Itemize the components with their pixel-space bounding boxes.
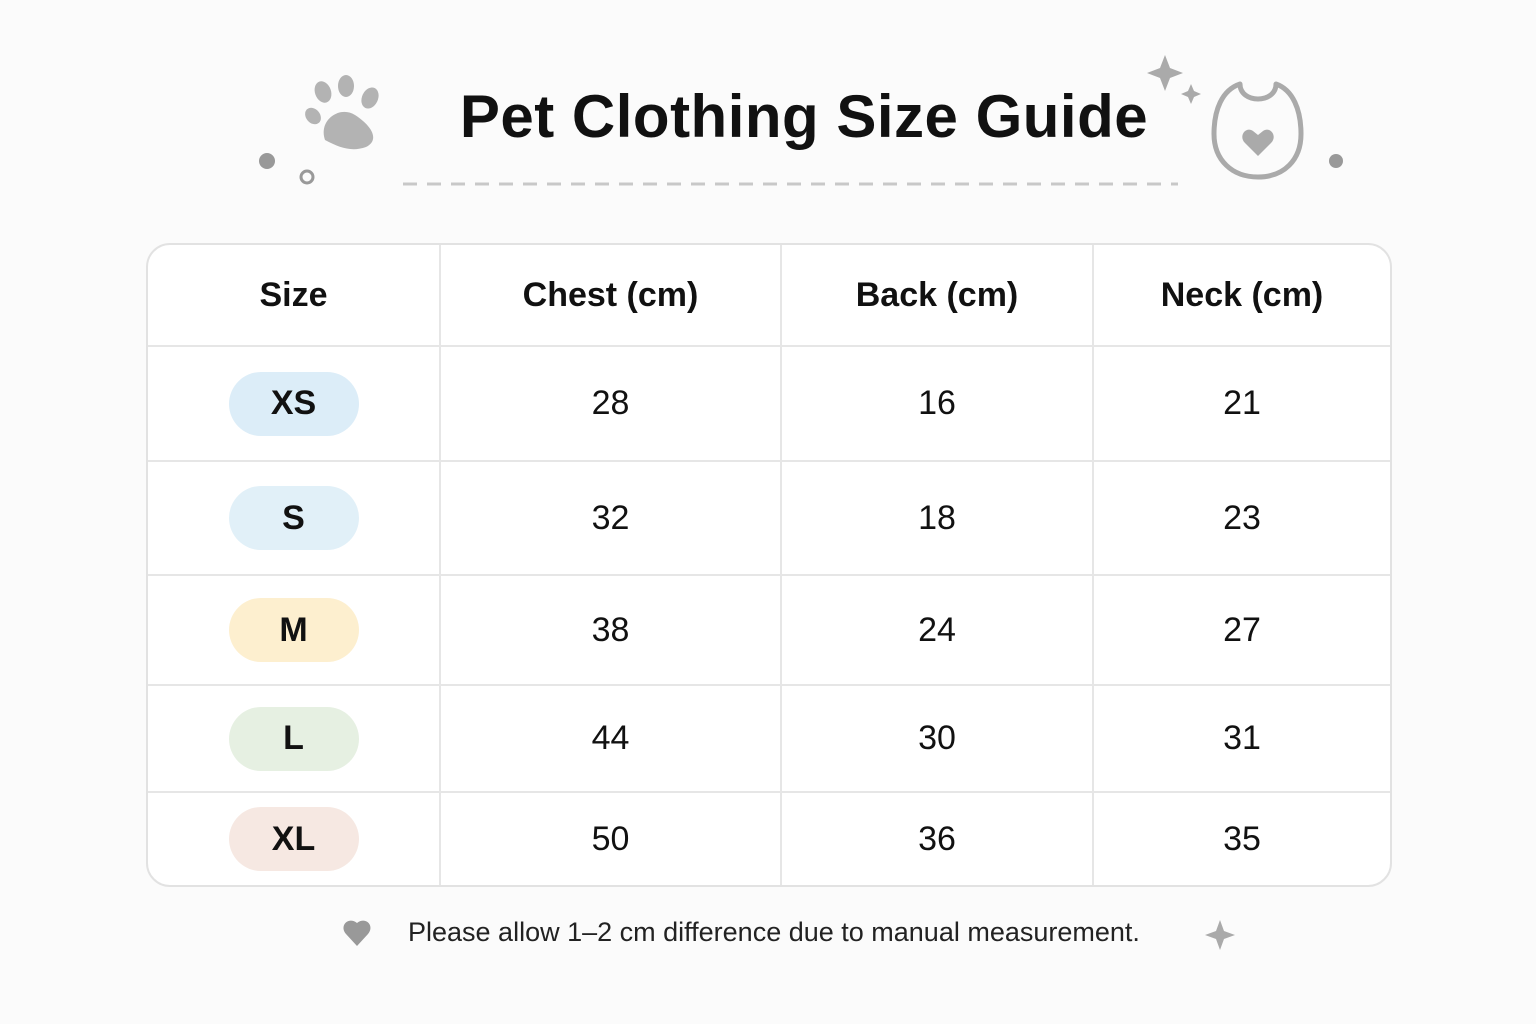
- header-cell: Neck (cm): [1092, 245, 1390, 345]
- header-cell: Back (cm): [780, 245, 1092, 345]
- paw-icon: [305, 75, 379, 150]
- size-badge: XL: [228, 807, 359, 871]
- size-cell: L: [148, 686, 439, 791]
- value-cell: 35: [1092, 793, 1390, 885]
- size-cell: XL: [148, 793, 439, 885]
- value-cell: 44: [439, 686, 780, 791]
- value-cell: 27: [1092, 576, 1390, 684]
- bib-icon: [1211, 81, 1304, 180]
- header-cell: Chest (cm): [439, 245, 780, 345]
- value-cell: 30: [780, 686, 1092, 791]
- header-row: Size Chest (cm) Back (cm) Neck (cm): [148, 245, 1390, 345]
- value-cell: 28: [439, 347, 780, 460]
- dot: [259, 153, 275, 169]
- size-cell: XS: [148, 347, 439, 460]
- heart-icon: [343, 920, 371, 946]
- value-cell: 31: [1092, 686, 1390, 791]
- table-row: M 38 24 27: [148, 574, 1390, 684]
- size-cell: M: [148, 576, 439, 684]
- value-cell: 16: [780, 347, 1092, 460]
- value-cell: 36: [780, 793, 1092, 885]
- dot: [1329, 154, 1343, 168]
- size-cell: S: [148, 462, 439, 574]
- value-cell: 24: [780, 576, 1092, 684]
- value-cell: 23: [1092, 462, 1390, 574]
- table-row: XS 28 16 21: [148, 345, 1390, 460]
- table-row: S 32 18 23: [148, 460, 1390, 574]
- header-cell: Size: [259, 275, 328, 314]
- sparkle: [1205, 920, 1235, 950]
- footnote: Please allow 1–2 cm difference due to ma…: [408, 917, 1140, 947]
- sparkle: [1147, 55, 1183, 91]
- size-badge: L: [228, 706, 359, 771]
- title: Pet Clothing Size Guide: [459, 83, 1149, 150]
- size-table: Size Chest (cm) Back (cm) Neck (cm) XS 28 16 21…: [146, 243, 1392, 887]
- size-badge: XS: [228, 371, 359, 436]
- size-badge: M: [228, 598, 359, 662]
- sparkle: [1181, 84, 1201, 104]
- value-cell: 32: [439, 462, 780, 574]
- value-cell: 50: [439, 793, 780, 885]
- table-row: XL 50 36 35: [148, 791, 1390, 885]
- value-cell: 21: [1092, 347, 1390, 460]
- dot: [299, 169, 315, 185]
- table-row: L 44 30 31: [148, 684, 1390, 791]
- size-badge: S: [228, 486, 359, 550]
- value-cell: 18: [780, 462, 1092, 574]
- value-cell: 38: [439, 576, 780, 684]
